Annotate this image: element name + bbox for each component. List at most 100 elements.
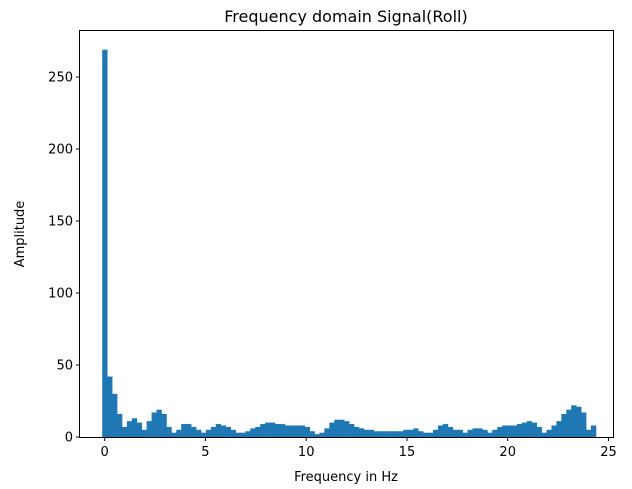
bar [235, 432, 241, 437]
bar [363, 429, 370, 437]
chart-title: Frequency domain Signal(Roll) [224, 7, 467, 26]
bar [590, 425, 597, 437]
bar [294, 425, 301, 437]
bar [344, 421, 350, 437]
y-axis-ticks: 0 50 100 150 200 250 [48, 71, 80, 446]
bar [314, 434, 320, 437]
bar [121, 426, 128, 437]
y-tick-label: 100 [48, 287, 73, 302]
bar [151, 412, 157, 437]
bar [378, 431, 384, 437]
bar [586, 429, 592, 437]
bar-series [102, 49, 597, 437]
bar [339, 419, 345, 437]
bar [126, 421, 133, 437]
bar [561, 413, 567, 437]
bar [230, 429, 236, 437]
bar [516, 424, 523, 437]
bar [482, 429, 488, 437]
bar [136, 422, 143, 437]
bar [176, 429, 182, 437]
plot-frame [79, 30, 614, 438]
bar [576, 406, 582, 437]
bar [566, 409, 572, 437]
bar [536, 426, 542, 437]
bar [383, 431, 389, 437]
x-tick-label: 0 [101, 445, 109, 460]
bar [511, 425, 518, 437]
bar [299, 425, 305, 437]
bar [487, 432, 493, 437]
bar [546, 429, 552, 437]
bar [265, 422, 271, 437]
bar [166, 426, 172, 437]
bar [215, 424, 222, 437]
bar [304, 426, 310, 437]
x-axis-label: Frequency in Hz [294, 470, 398, 485]
bar [240, 432, 246, 437]
bar [521, 422, 528, 437]
bar [250, 428, 256, 437]
bar [467, 429, 473, 437]
bar [358, 428, 365, 437]
y-tick-label: 0 [65, 431, 73, 446]
bar [462, 432, 468, 437]
bar [408, 429, 414, 437]
bar [403, 429, 409, 437]
bar [472, 428, 478, 437]
bar [368, 429, 375, 437]
x-tick-label: 10 [298, 445, 315, 460]
bar [423, 432, 429, 437]
bar [102, 49, 108, 437]
bar [526, 421, 533, 437]
bar [398, 431, 404, 437]
bar [260, 424, 266, 437]
y-tick-label: 250 [48, 71, 73, 86]
bar [433, 429, 439, 437]
bar [289, 425, 296, 437]
bar [556, 421, 562, 437]
bar [437, 425, 444, 437]
bar [279, 424, 286, 437]
bar [388, 431, 394, 437]
bar [245, 431, 251, 437]
bar [531, 422, 538, 437]
bar [146, 421, 152, 437]
bar [225, 426, 231, 437]
bar [502, 425, 508, 437]
bar [210, 426, 217, 437]
bar [309, 431, 315, 437]
bar [255, 426, 261, 437]
bar [117, 413, 123, 437]
bar [171, 432, 177, 437]
bar [161, 413, 167, 437]
bar [373, 431, 380, 437]
bar [319, 432, 325, 437]
bar [141, 429, 147, 437]
bar [131, 418, 138, 437]
bar [413, 428, 419, 437]
bar [507, 425, 513, 437]
x-tick-label: 20 [499, 445, 516, 460]
y-tick-label: 200 [48, 143, 73, 158]
bar [393, 431, 399, 437]
x-tick-label: 25 [600, 445, 617, 460]
bar [447, 426, 454, 437]
bar [112, 393, 118, 437]
bar [428, 432, 434, 437]
y-tick-label: 150 [48, 215, 73, 230]
bar [329, 422, 335, 437]
x-tick-label: 15 [399, 445, 416, 460]
y-axis-label: Amplitude [13, 201, 28, 268]
bar [324, 428, 330, 437]
bar [156, 409, 162, 437]
bar [477, 428, 483, 437]
bar [418, 431, 424, 437]
bar [452, 429, 459, 437]
bar [200, 432, 207, 437]
bar [581, 412, 587, 437]
bar [191, 426, 197, 437]
bar [284, 425, 291, 437]
bar [220, 425, 226, 437]
